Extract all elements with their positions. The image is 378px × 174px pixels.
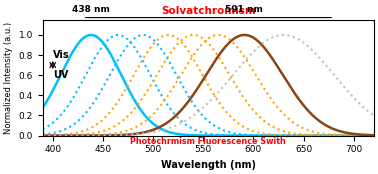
Y-axis label: Normalized Intensity (a.u.): Normalized Intensity (a.u.): [4, 22, 13, 134]
Text: UV: UV: [53, 70, 68, 80]
Text: 591 nm: 591 nm: [226, 5, 263, 14]
Text: 438 nm: 438 nm: [72, 5, 110, 14]
Text: Solvatchromism: Solvatchromism: [161, 6, 256, 16]
Text: Photochrmism Fluorescence Swith: Photochrmism Fluorescence Swith: [130, 137, 286, 146]
Text: Vis: Vis: [53, 50, 70, 60]
X-axis label: Wavelength (nm): Wavelength (nm): [161, 160, 256, 170]
